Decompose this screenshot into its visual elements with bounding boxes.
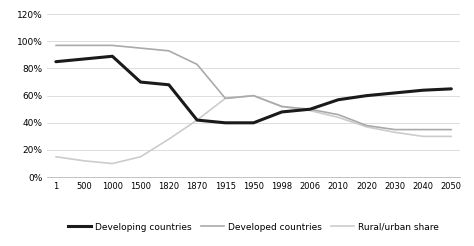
Legend: Developing countries, Developed countries, Rural/urban share: Developing countries, Developed countrie… — [64, 219, 443, 235]
